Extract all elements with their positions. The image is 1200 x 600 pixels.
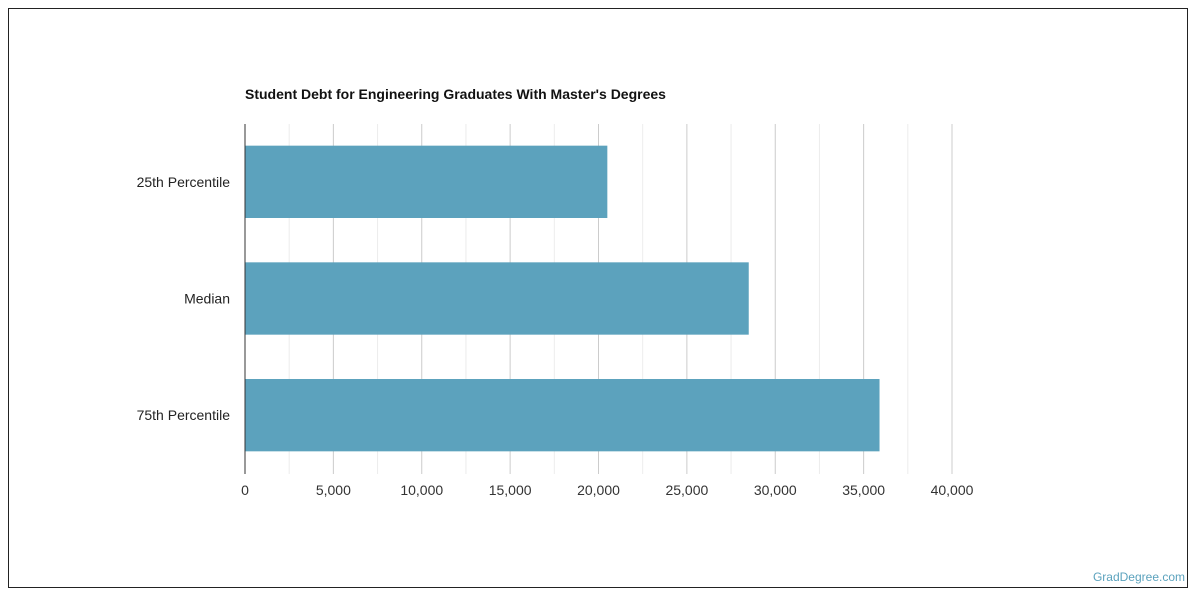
category-label: 25th Percentile xyxy=(137,174,231,190)
x-tick-label: 40,000 xyxy=(931,482,974,498)
x-axis-ticks: 0 5,000 10,000 15,000 20,000 25,000 30,000 35,0… xyxy=(241,482,974,498)
x-tick-label: 15,000 xyxy=(489,482,532,498)
x-tick-label: 20,000 xyxy=(577,482,620,498)
bars xyxy=(245,145,880,452)
x-tick-label: 10,000 xyxy=(400,482,443,498)
y-axis-categories: 25th Percentile Median 75th Percentile xyxy=(137,174,231,423)
watermark-link[interactable]: GradDegree.com xyxy=(1092,570,1185,584)
bar-median[interactable] xyxy=(245,262,749,335)
x-tick-label: 30,000 xyxy=(754,482,797,498)
x-tick-label: 5,000 xyxy=(316,482,351,498)
bar-75th-percentile[interactable] xyxy=(245,379,880,452)
x-tick-label: 35,000 xyxy=(842,482,885,498)
x-tick-label: 25,000 xyxy=(665,482,708,498)
chart-title: Student Debt for Engineering Graduates W… xyxy=(245,86,666,102)
category-label: 75th Percentile xyxy=(137,407,231,423)
bar-25th-percentile[interactable] xyxy=(245,145,608,218)
category-label: Median xyxy=(184,291,230,307)
x-tick-label: 0 xyxy=(241,482,249,498)
